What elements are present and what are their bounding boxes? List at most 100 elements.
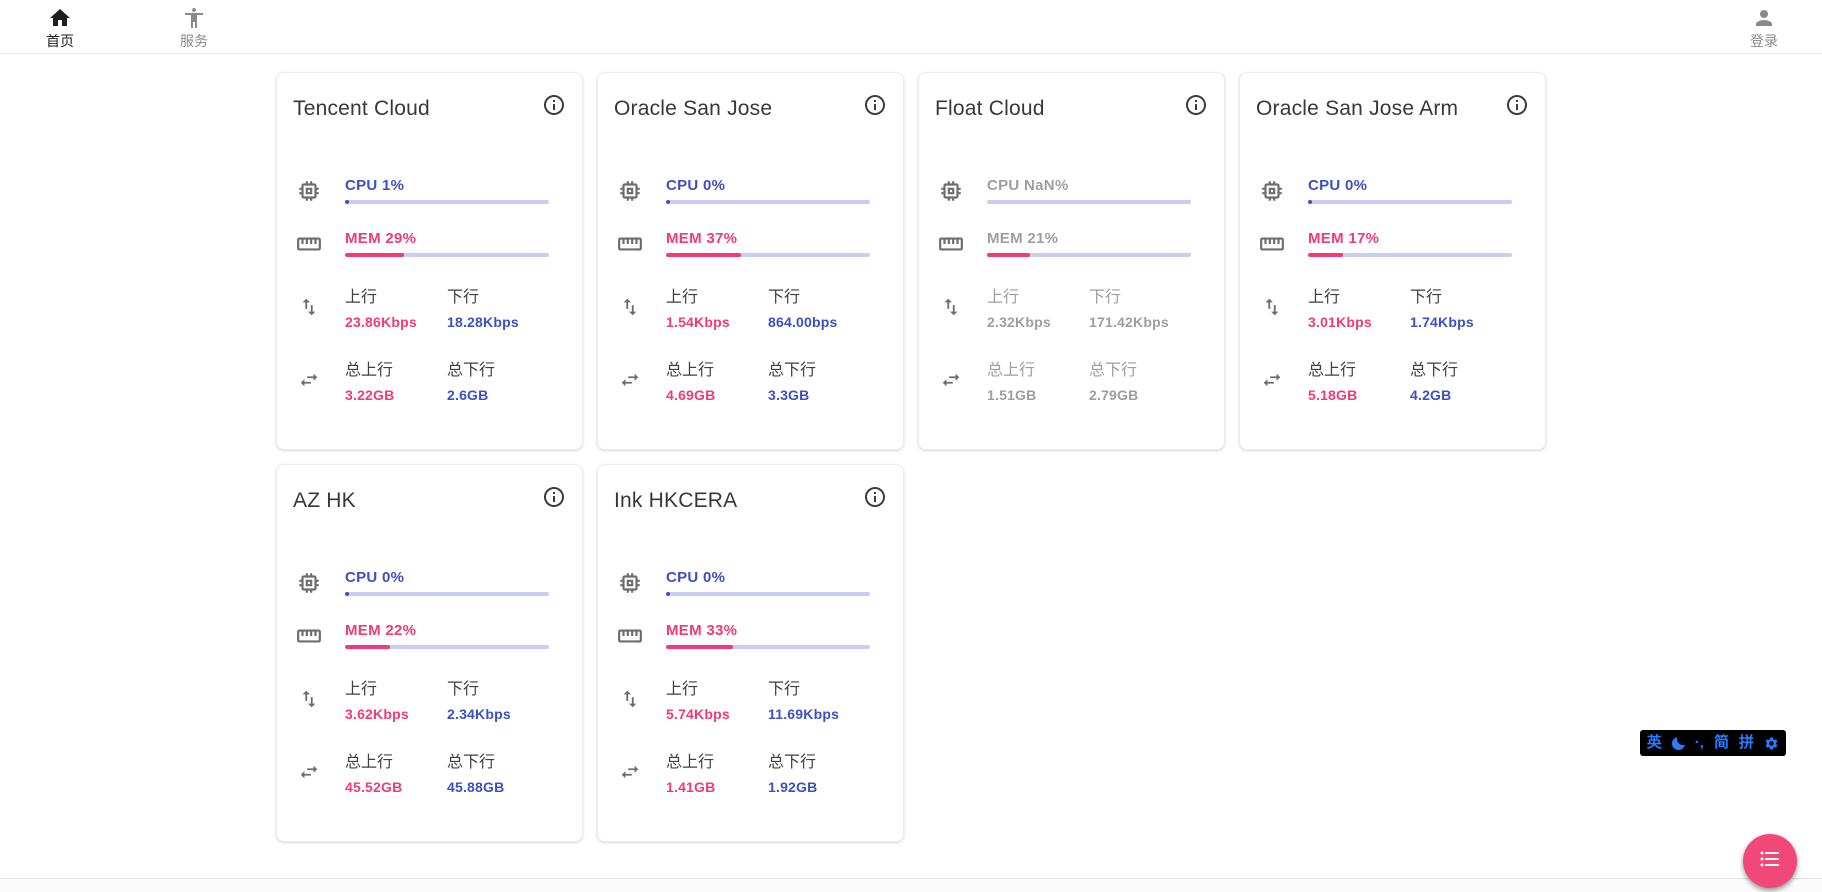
total-download-label: 总下行 (1089, 362, 1138, 379)
ruler-icon (296, 623, 322, 649)
mem-row: MEM 37% (598, 230, 903, 257)
cpu-chip-icon (1259, 178, 1285, 204)
mem-row: MEM 17% (1240, 230, 1545, 257)
total-upload: 总上行 1.41GB (666, 748, 768, 795)
download-rate-value: 171.42Kbps (1089, 314, 1169, 330)
cpu-usage-label: CPU 0% (345, 569, 405, 586)
mem-content: MEM 17% (1308, 230, 1512, 257)
total-upload-label: 总上行 (666, 754, 715, 771)
rate-row: 上行 3.01Kbps 下行 1.74Kbps (1240, 283, 1545, 330)
total-row: 总上行 1.41GB 总下行 1.92GB (598, 748, 903, 795)
swap-horiz-icon (617, 369, 643, 391)
swap-horiz-icon (938, 369, 964, 391)
download-rate-value: 864.00bps (768, 314, 838, 330)
mem-progress-fill (1308, 253, 1343, 257)
cpu-content: CPU 0% (666, 177, 870, 204)
moon-icon[interactable] (1671, 736, 1685, 750)
download-rate: 下行 171.42Kbps (1089, 283, 1191, 330)
total-download-value: 2.6GB (447, 387, 489, 403)
swap-vert-icon (617, 296, 643, 318)
download-rate-label: 下行 (768, 681, 801, 698)
cpu-progress-bar (1308, 200, 1512, 204)
gear-icon[interactable] (1764, 736, 1779, 751)
info-icon[interactable] (542, 485, 566, 509)
upload-rate-label: 上行 (345, 289, 378, 306)
server-card: AZ HK CPU 0% MEM 22% (276, 464, 583, 842)
total-row: 总上行 4.69GB 总下行 3.3GB (598, 356, 903, 403)
total-upload-value: 1.41GB (666, 779, 716, 795)
rate-row: 上行 2.32Kbps 下行 171.42Kbps (919, 283, 1224, 330)
ime-punctuation-toggle[interactable]: ·‚ (1694, 734, 1704, 751)
accessibility-icon (182, 6, 206, 30)
total-content: 总上行 3.22GB 总下行 2.6GB (345, 356, 549, 403)
footer-divider (0, 878, 1822, 892)
ruler-icon (296, 231, 322, 257)
total-download-label: 总下行 (768, 754, 817, 771)
total-upload-value: 1.51GB (987, 387, 1037, 403)
total-download-value: 2.79GB (1089, 387, 1139, 403)
info-icon[interactable] (1184, 93, 1208, 117)
cpu-progress-bar (345, 200, 549, 204)
upload-rate: 上行 3.62Kbps (345, 675, 447, 722)
server-name: Tencent Cloud (293, 97, 430, 120)
rate-content: 上行 23.86Kbps 下行 18.28Kbps (345, 283, 549, 330)
download-rate-label: 下行 (447, 289, 480, 306)
cpu-row: CPU NaN% (919, 177, 1224, 204)
total-download-value: 45.88GB (447, 779, 505, 795)
ruler-icon (1259, 231, 1285, 257)
ime-pinyin-toggle[interactable]: 拼 (1738, 734, 1754, 751)
mem-usage-label: MEM 33% (666, 622, 738, 639)
download-rate-value: 18.28Kbps (447, 314, 519, 330)
server-card: Float Cloud CPU NaN% MEM 21% (918, 72, 1225, 450)
ime-toolbar: 英 ·‚ 简 拼 (1639, 730, 1786, 756)
mem-row: MEM 29% (277, 230, 582, 257)
cpu-usage-label: CPU 0% (666, 177, 726, 194)
card-header: Oracle San Jose Arm (1240, 89, 1545, 121)
ime-language-toggle[interactable]: 英 (1646, 734, 1662, 751)
ruler-icon (617, 231, 643, 257)
nav-item-home[interactable]: 首页 (28, 2, 92, 51)
server-card: Ink HKCERA CPU 0% MEM 33% (597, 464, 904, 842)
mem-progress-fill (987, 253, 1030, 257)
cpu-row: CPU 0% (598, 569, 903, 596)
total-upload: 总上行 45.52GB (345, 748, 447, 795)
nav-item-services[interactable]: 服务 (162, 2, 226, 51)
total-download: 总下行 4.2GB (1410, 356, 1512, 403)
rate-content: 上行 3.62Kbps 下行 2.34Kbps (345, 675, 549, 722)
cpu-usage-label: CPU 1% (345, 177, 405, 194)
swap-horiz-icon (617, 761, 643, 783)
server-list-fab[interactable] (1743, 834, 1797, 888)
total-download: 总下行 3.3GB (768, 356, 870, 403)
total-upload: 总上行 3.22GB (345, 356, 447, 403)
mem-content: MEM 37% (666, 230, 870, 257)
mem-row: MEM 22% (277, 622, 582, 649)
upload-rate: 上行 3.01Kbps (1308, 283, 1410, 330)
download-rate-value: 2.34Kbps (447, 706, 511, 722)
upload-rate-label: 上行 (987, 289, 1020, 306)
mem-usage-label: MEM 29% (345, 230, 417, 247)
card-body: CPU 1% MEM 29% 上行 (277, 177, 582, 403)
card-header: Ink HKCERA (598, 481, 903, 513)
total-download-value: 1.92GB (768, 779, 818, 795)
cpu-usage-label: CPU 0% (1308, 177, 1368, 194)
info-icon[interactable] (1505, 93, 1529, 117)
server-name: Ink HKCERA (614, 489, 738, 512)
download-rate: 下行 2.34Kbps (447, 675, 549, 722)
nav-item-login[interactable]: 登录 (1732, 2, 1796, 51)
total-download: 总下行 2.79GB (1089, 356, 1191, 403)
total-download-label: 总下行 (447, 754, 496, 771)
download-rate: 下行 864.00bps (768, 283, 870, 330)
upload-rate-value: 23.86Kbps (345, 314, 417, 330)
cpu-content: CPU NaN% (987, 177, 1191, 204)
mem-progress-bar (345, 645, 549, 649)
ime-simplified-toggle[interactable]: 简 (1713, 734, 1729, 751)
info-icon[interactable] (542, 93, 566, 117)
mem-content: MEM 21% (987, 230, 1191, 257)
info-icon[interactable] (863, 93, 887, 117)
cpu-chip-icon (296, 178, 322, 204)
info-icon[interactable] (863, 485, 887, 509)
total-content: 总上行 4.69GB 总下行 3.3GB (666, 356, 870, 403)
cpu-usage-label: CPU NaN% (987, 177, 1069, 194)
upload-rate-label: 上行 (666, 681, 699, 698)
server-card: Tencent Cloud CPU 1% MEM 29% (276, 72, 583, 450)
